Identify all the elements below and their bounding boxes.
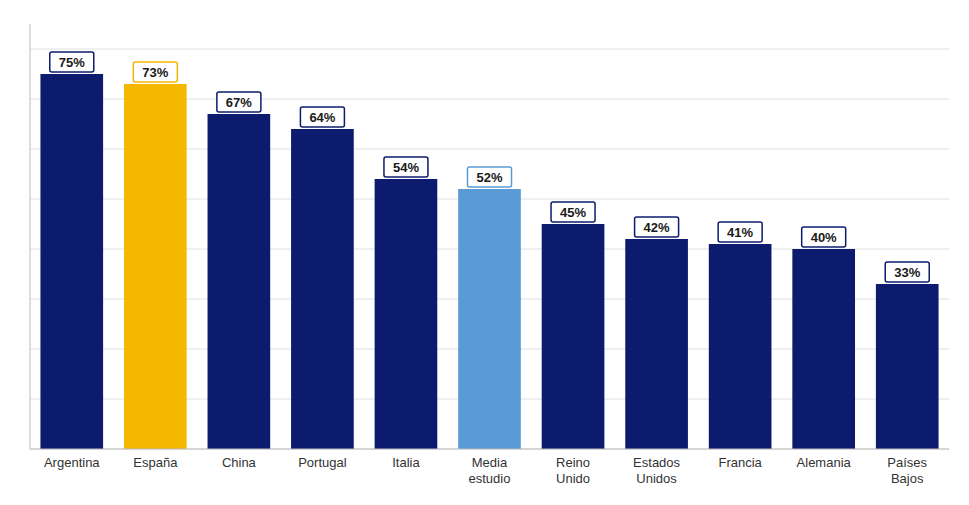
- data-label: 64%: [300, 107, 344, 127]
- grid-line: [30, 49, 949, 50]
- x-tick-label-line: Reino: [556, 455, 590, 470]
- data-label-box: [300, 107, 344, 127]
- data-label-text: 42%: [644, 220, 670, 235]
- data-label-box: [885, 262, 929, 282]
- x-tick-label-line: Unidos: [636, 471, 677, 486]
- bar: [876, 284, 939, 449]
- bar: [625, 239, 688, 449]
- data-label-box: [635, 217, 679, 237]
- y-axis-line: [30, 24, 31, 449]
- x-tick-label-line: Portugal: [298, 455, 347, 470]
- bar: [375, 179, 438, 449]
- x-axis-line: [30, 449, 949, 450]
- data-label-text: 75%: [59, 55, 85, 70]
- x-tick-label: China: [222, 455, 257, 470]
- data-label-text: 40%: [811, 230, 837, 245]
- data-label: 41%: [718, 222, 762, 242]
- grid: [30, 49, 949, 449]
- chart-container: Argentina España China Portugal Italia Mediae…: [0, 0, 969, 505]
- data-label: 45%: [551, 202, 595, 222]
- grid-line: [30, 449, 949, 450]
- data-label: 67%: [217, 92, 261, 112]
- x-tick-label-line: Media: [472, 455, 508, 470]
- data-label-text: 41%: [727, 225, 753, 240]
- bar: [291, 129, 354, 449]
- x-tick-label: Portugal: [298, 455, 347, 470]
- data-label: 52%: [468, 167, 512, 187]
- x-tick-label-line: Italia: [392, 455, 420, 470]
- bar: [542, 224, 605, 449]
- data-label-text: 64%: [309, 110, 335, 125]
- x-tick-label-line: Estados: [633, 455, 680, 470]
- x-tick-label: Mediaestudio: [469, 455, 511, 486]
- bar: [40, 74, 103, 449]
- x-tick-label: Francia: [718, 455, 762, 470]
- x-tick-label: Alemania: [797, 455, 852, 470]
- x-tick-label: España: [133, 455, 178, 470]
- data-label: 75%: [50, 52, 94, 72]
- data-label-text: 52%: [476, 170, 502, 185]
- chart: Argentina España China Portugal Italia Mediae…: [0, 0, 969, 505]
- data-label-box: [551, 202, 595, 222]
- x-tick-label-line: Países: [887, 455, 927, 470]
- x-tick-label-line: China: [222, 455, 257, 470]
- bar: [709, 244, 772, 449]
- data-label-box: [133, 62, 177, 82]
- data-label: 33%: [885, 262, 929, 282]
- x-tick-label-line: Francia: [718, 455, 762, 470]
- x-tick-label-line: España: [133, 455, 178, 470]
- bar: [458, 189, 521, 449]
- data-label-text: 73%: [142, 65, 168, 80]
- data-label-box: [802, 227, 846, 247]
- bar: [124, 84, 187, 449]
- x-tick-labels: Argentina España China Portugal Italia Mediae…: [44, 455, 928, 486]
- data-labels: 75% 73% 67% 64% 54% 52% 45% 42% 41% 40% 33%: [50, 52, 929, 282]
- bars: [40, 74, 938, 449]
- data-label: 54%: [384, 157, 428, 177]
- data-label-box: [384, 157, 428, 177]
- data-label: 73%: [133, 62, 177, 82]
- data-label-text: 45%: [560, 205, 586, 220]
- data-label: 40%: [802, 227, 846, 247]
- x-tick-label: Italia: [392, 455, 420, 470]
- x-tick-label-line: Argentina: [44, 455, 100, 470]
- bar: [208, 114, 271, 449]
- x-tick-label: PaísesBajos: [887, 455, 927, 486]
- data-label-text: 54%: [393, 160, 419, 175]
- data-label-box: [50, 52, 94, 72]
- x-tick-label-line: Bajos: [891, 471, 924, 486]
- x-tick-label: EstadosUnidos: [633, 455, 680, 486]
- data-label-box: [217, 92, 261, 112]
- x-tick-label-line: estudio: [469, 471, 511, 486]
- x-tick-label-line: Unido: [556, 471, 590, 486]
- x-tick-label-line: Alemania: [797, 455, 852, 470]
- data-label: 42%: [635, 217, 679, 237]
- x-tick-label: ReinoUnido: [556, 455, 590, 486]
- bar: [792, 249, 855, 449]
- data-label-text: 67%: [226, 95, 252, 110]
- x-tick-label: Argentina: [44, 455, 100, 470]
- data-label-text: 33%: [894, 265, 920, 280]
- data-label-box: [468, 167, 512, 187]
- data-label-box: [718, 222, 762, 242]
